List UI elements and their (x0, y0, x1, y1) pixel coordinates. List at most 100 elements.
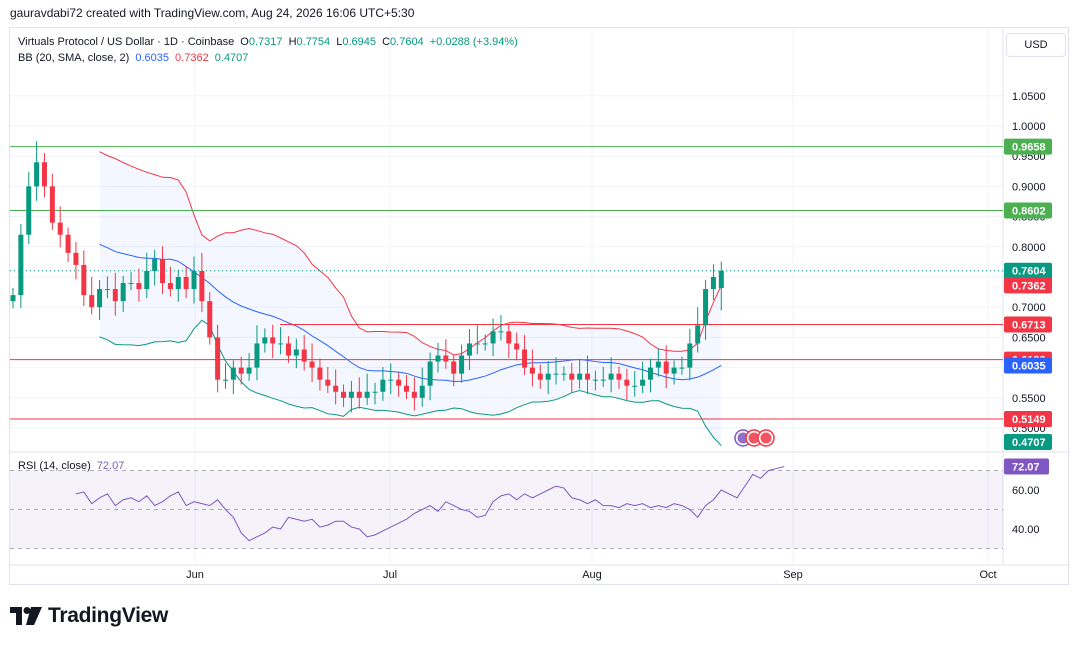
event-icons (734, 429, 775, 447)
candle-body (474, 343, 480, 345)
candle-body (34, 162, 40, 187)
time-tick-label: Jul (383, 569, 397, 581)
rsi-tick-label: 60.00 (1012, 485, 1040, 497)
badge-rsi-bg (1004, 458, 1049, 475)
price-tick-label: 0.9000 (1012, 181, 1046, 193)
candle-body (26, 186, 32, 235)
candle-body (451, 361, 457, 374)
candle-body (411, 391, 417, 398)
candle-body (199, 270, 205, 302)
badge-bb-lower-text: 0.4707 (1012, 437, 1046, 449)
candle-body (506, 331, 512, 344)
candle-body (553, 373, 559, 375)
candle-body (207, 301, 213, 338)
candle-body (624, 379, 630, 386)
candle-body (89, 295, 95, 308)
candle-body (419, 385, 425, 398)
candle-body (215, 337, 221, 380)
candle-body (435, 355, 441, 362)
candle-body (270, 337, 276, 344)
candle-body (647, 367, 653, 380)
price-tick-label: 1.0000 (1012, 121, 1046, 133)
candle-body (380, 379, 386, 392)
candle-body (663, 361, 669, 374)
time-tick-label: Jun (186, 569, 204, 581)
price-tick-label: 0.8000 (1012, 242, 1046, 254)
candle-body (537, 373, 543, 380)
currency-button[interactable]: USD (1006, 33, 1066, 57)
candle-body (569, 373, 575, 380)
candle-body (522, 349, 528, 368)
chart-frame (9, 27, 1069, 585)
bb-upper-line (99, 151, 722, 356)
candle-body (325, 379, 331, 386)
candle-body (703, 289, 709, 326)
candle-body (10, 295, 16, 302)
badge-last-price-text: 0.7604 (1012, 266, 1047, 278)
candle-body (97, 289, 103, 308)
badge-bb-basis-text: 0.6035 (1012, 360, 1046, 372)
close-value: 0.7604 (390, 36, 424, 48)
badge-bb-upper-bg (1004, 277, 1052, 294)
candle-body (278, 343, 284, 345)
candle-body (49, 186, 55, 223)
candle-body (104, 289, 110, 291)
candle-body (498, 331, 504, 333)
candle-body (388, 379, 394, 381)
candle-body (718, 270, 724, 289)
rsi-pane (10, 465, 1003, 549)
us-flag-event-icon (760, 432, 772, 444)
candle-body (372, 391, 378, 393)
tradingview-logo[interactable]: TradingView (10, 604, 168, 628)
rsi-label: RSI (14, close) (18, 460, 91, 472)
price-tick-label: 0.5500 (1012, 393, 1046, 405)
candle-body (136, 283, 142, 290)
candle-body (356, 391, 362, 398)
candle-body (167, 283, 173, 290)
attribution-text: gauravdabi72 created with TradingView.co… (10, 6, 415, 20)
badge-resistance-1-bg (1004, 138, 1052, 155)
legend-main: Virtuals Protocol / US Dollar · 1D · Coi… (18, 36, 521, 48)
candle-body (317, 367, 323, 380)
candle-body (152, 258, 158, 271)
bollinger-bands (99, 151, 722, 447)
candle-body (459, 355, 465, 374)
candle-body (640, 379, 646, 386)
candle-body (561, 373, 567, 375)
bb-upper-value: 0.7362 (175, 52, 209, 64)
badge-resistance-1-text: 0.9658 (1012, 142, 1046, 154)
bb-fill (99, 151, 722, 446)
candle-body (175, 277, 181, 290)
candles (10, 141, 724, 413)
candle-body (41, 162, 47, 187)
candle-body (309, 361, 315, 368)
candle-body (222, 379, 228, 381)
candle-body (301, 349, 307, 362)
candle-body (18, 234, 24, 296)
tradingview-logo-icon (10, 607, 42, 625)
candle-body (262, 337, 268, 344)
badge-bb-basis-bg (1004, 357, 1052, 374)
badge-rsi-text: 72.07 (1012, 461, 1040, 473)
candle-body (57, 222, 63, 235)
candle-body (128, 283, 134, 285)
rsi-legend-value: 72.07 (96, 460, 125, 472)
candle-body (364, 391, 370, 398)
candle-body (632, 385, 638, 387)
candle-body (230, 367, 236, 380)
candle-body (285, 343, 291, 356)
rsi-line (75, 465, 785, 542)
close-key: C (382, 36, 391, 48)
candle-body (396, 379, 402, 386)
candle-body (246, 367, 252, 374)
candle-body (482, 343, 488, 345)
candle-body (254, 343, 260, 368)
candle-body (679, 367, 685, 369)
time-tick-label: Oct (979, 569, 996, 581)
bb-basis-value: 0.6035 (135, 52, 169, 64)
candle-body (333, 385, 339, 392)
candle-body (73, 252, 79, 265)
open-key: O (240, 36, 249, 48)
candle-body (238, 367, 244, 374)
